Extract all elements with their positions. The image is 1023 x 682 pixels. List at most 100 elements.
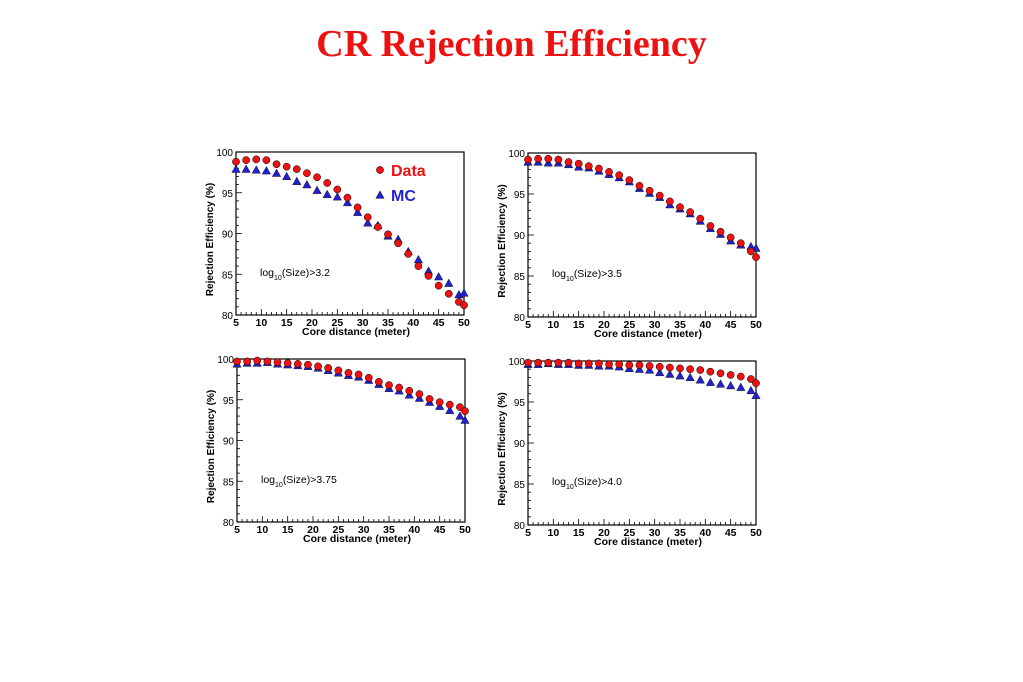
y-tick-label: 100 bbox=[216, 148, 233, 159]
x-axis-label: Core distance (meter) bbox=[594, 328, 702, 340]
x-tick-label: 30 bbox=[649, 319, 661, 331]
data-point bbox=[747, 247, 755, 256]
data-point bbox=[564, 158, 573, 166]
series-data bbox=[524, 154, 760, 261]
y-tick-label: 95 bbox=[514, 398, 526, 409]
y-tick-label: 80 bbox=[514, 313, 526, 324]
mc-point bbox=[302, 179, 312, 189]
data-point bbox=[461, 407, 469, 416]
data-point bbox=[363, 213, 372, 222]
mc-point bbox=[282, 171, 292, 181]
data-point bbox=[384, 230, 392, 239]
x-tick-label: 50 bbox=[750, 527, 762, 539]
size-cut-annotation: log10(Size)>3.2 bbox=[260, 267, 330, 282]
mc-point bbox=[705, 377, 715, 386]
plot-frame bbox=[235, 151, 465, 316]
chart-panel-4: 5 10 15 20 25 30 35 40 45 50 80 85 90 95 100 Core dista… bbox=[497, 357, 762, 548]
data-point bbox=[564, 358, 573, 367]
mc-point bbox=[322, 189, 332, 198]
legend-label-data: Data bbox=[391, 163, 426, 180]
data-point bbox=[313, 173, 321, 182]
x-tick-label: 5 bbox=[233, 317, 239, 329]
x-tick-label: 5 bbox=[525, 319, 531, 331]
plot-frame bbox=[236, 358, 466, 523]
data-point bbox=[233, 357, 241, 366]
mc-point bbox=[455, 411, 465, 420]
x-tick-label: 50 bbox=[458, 317, 470, 329]
series-data bbox=[232, 155, 468, 310]
data-point bbox=[584, 359, 593, 368]
chart-panel-3: 5 10 15 20 25 30 35 40 45 50 80 85 90 95 100 Core dista… bbox=[206, 355, 471, 545]
data-point bbox=[445, 400, 454, 409]
x-tick-label: 5 bbox=[525, 527, 531, 539]
data-point bbox=[395, 383, 403, 392]
data-point bbox=[574, 159, 583, 168]
data-point bbox=[375, 377, 383, 386]
y-tick-label: 80 bbox=[223, 518, 235, 529]
x-tick-label: 10 bbox=[255, 317, 267, 329]
x-tick-label: 40 bbox=[699, 319, 711, 331]
data-point bbox=[584, 162, 593, 170]
data-point bbox=[595, 164, 603, 173]
y-axis-label: Rejection Efficiency (%) bbox=[205, 183, 216, 296]
data-point bbox=[747, 375, 755, 383]
x-tick-label: 25 bbox=[332, 524, 344, 536]
mc-point bbox=[715, 379, 726, 388]
x-tick-label: 10 bbox=[547, 319, 559, 331]
data-point bbox=[544, 358, 553, 367]
x-tick-label: 40 bbox=[408, 524, 420, 536]
data-point bbox=[262, 156, 271, 164]
data-point bbox=[574, 359, 583, 368]
y-tick-label: 80 bbox=[514, 521, 526, 532]
mc-point bbox=[665, 369, 675, 378]
series-data bbox=[233, 356, 469, 416]
data-point bbox=[524, 155, 532, 164]
data-point bbox=[263, 357, 272, 366]
data-point bbox=[404, 250, 413, 258]
data-point bbox=[635, 361, 644, 369]
data-point bbox=[666, 363, 674, 372]
x-axis-label: Core distance (meter) bbox=[302, 326, 410, 338]
data-point bbox=[736, 372, 745, 381]
data-point bbox=[706, 222, 715, 230]
mc-point bbox=[459, 288, 469, 297]
data-point bbox=[243, 357, 251, 366]
data-legend-marker bbox=[376, 166, 384, 174]
data-point bbox=[425, 395, 434, 403]
data-point bbox=[726, 233, 735, 242]
y-tick-label: 100 bbox=[508, 149, 525, 160]
data-point bbox=[414, 262, 423, 270]
legend-label-mc: MC bbox=[391, 188, 416, 205]
x-tick-label: 30 bbox=[358, 524, 370, 536]
y-tick-label: 85 bbox=[222, 270, 234, 281]
x-tick-label: 45 bbox=[434, 524, 446, 536]
mc-point bbox=[726, 380, 736, 390]
y-tick-label: 100 bbox=[508, 357, 525, 368]
x-tick-label: 15 bbox=[282, 524, 294, 536]
x-tick-label: 50 bbox=[459, 524, 471, 536]
data-point bbox=[253, 356, 262, 365]
x-tick-label: 40 bbox=[699, 527, 711, 539]
data-point bbox=[343, 193, 352, 202]
data-point bbox=[655, 362, 664, 371]
plot-frame bbox=[527, 360, 757, 526]
mc-point bbox=[363, 218, 373, 227]
x-tick-label: 30 bbox=[357, 317, 369, 329]
data-point bbox=[385, 381, 393, 389]
x-tick-label: 20 bbox=[598, 319, 610, 331]
data-point bbox=[323, 179, 332, 187]
data-point bbox=[283, 359, 292, 367]
mc-point bbox=[251, 165, 261, 174]
data-point bbox=[314, 362, 322, 371]
y-axis-label: Rejection Efficiency (%) bbox=[206, 390, 217, 503]
mc-point bbox=[342, 197, 353, 207]
data-point bbox=[752, 379, 760, 387]
x-tick-label: 25 bbox=[331, 317, 343, 329]
page-title: CR Rejection Efficiency bbox=[316, 23, 707, 65]
data-point bbox=[415, 390, 424, 398]
x-tick-label: 20 bbox=[598, 527, 610, 539]
x-tick-label: 15 bbox=[281, 317, 293, 329]
x-tick-label: 20 bbox=[307, 524, 319, 536]
y-tick-label: 90 bbox=[514, 439, 526, 450]
